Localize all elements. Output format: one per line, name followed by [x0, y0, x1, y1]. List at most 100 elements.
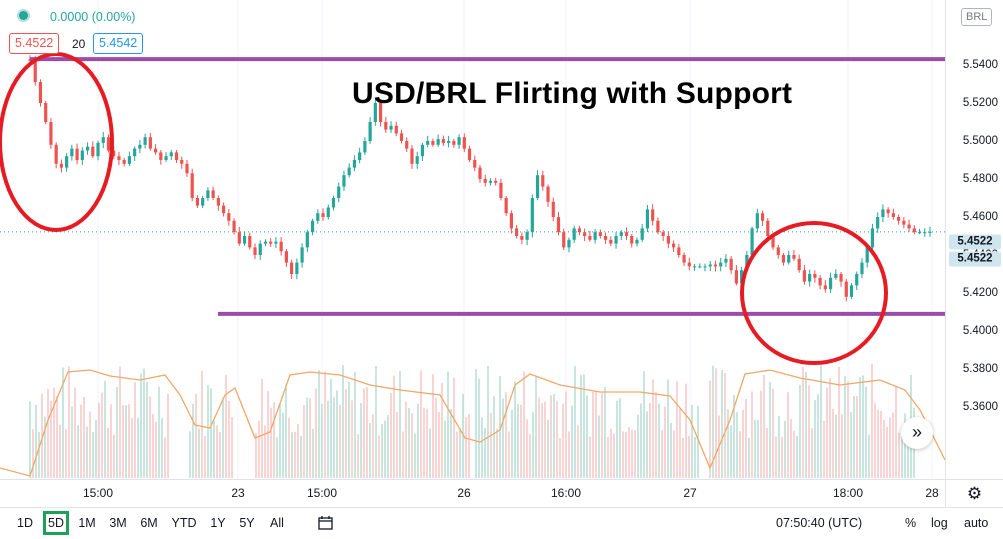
candle-body [897, 217, 901, 221]
candle-body [687, 262, 691, 267]
price-tick-label: 5.3800 [962, 363, 998, 375]
gear-icon[interactable]: ⚙ [945, 479, 1003, 507]
log-scale-toggle[interactable]: log [931, 516, 948, 530]
candle-body [724, 258, 728, 263]
time-axis[interactable]: 15:00 23 15:00 26 16:00 27 18:00 28 [0, 479, 945, 507]
candle-body [54, 144, 58, 164]
candle-body [75, 148, 79, 160]
candle-body [263, 241, 268, 244]
candle-body [808, 274, 812, 282]
chart-plot-area[interactable]: 0.0000 (0.00%) 5.4522 20 5.4542 USD/BRL … [0, 0, 945, 479]
candle-body [876, 217, 880, 229]
candle-body [112, 150, 116, 157]
candle-body [928, 231, 932, 233]
buy-price-button[interactable]: 5.4542 [93, 33, 144, 54]
candle-body [420, 144, 425, 157]
spread-value: 20 [72, 37, 86, 51]
timeframe-button-1y[interactable]: 1Y [210, 516, 226, 530]
candle-body [750, 228, 754, 255]
candle-body [907, 224, 911, 229]
price-tick-label: 5.4200 [962, 287, 998, 299]
candle-body [855, 274, 859, 286]
sell-price-button[interactable]: 5.4522 [9, 33, 60, 54]
auto-scale-toggle[interactable]: auto [964, 516, 989, 530]
candle-body [760, 213, 765, 221]
candle-body [117, 156, 121, 160]
candle-body [572, 228, 576, 240]
candle-body [708, 264, 712, 267]
time-tick-label: 28 [925, 486, 939, 500]
candle-body [703, 266, 707, 268]
time-tick-label: 18:00 [832, 486, 864, 500]
candle-body [373, 103, 377, 122]
candle-body [567, 239, 571, 248]
price-tick-label: 5.4800 [962, 173, 998, 185]
scroll-to-realtime-button[interactable]: » [901, 417, 933, 449]
candle-body [771, 236, 775, 248]
candle-body [378, 103, 383, 122]
candle-body [886, 209, 890, 214]
candle-body [347, 167, 351, 176]
candle-body [159, 152, 163, 160]
candle-body [912, 228, 916, 233]
candle-body [457, 137, 461, 145]
utc-clock[interactable]: 07:50:40 (UTC) [776, 516, 863, 530]
candle-body [504, 198, 508, 214]
candle-body [635, 239, 639, 244]
timeframe-button-6m[interactable]: 6M [140, 516, 158, 530]
candle-body [844, 281, 848, 297]
candle-body [44, 103, 48, 122]
candle-body [734, 270, 738, 284]
candle-body [399, 133, 404, 141]
candle-body [279, 241, 283, 252]
timeframe-button-5d[interactable]: 5D [43, 511, 69, 535]
candle-body [473, 160, 477, 168]
chart-svg[interactable] [0, 0, 945, 479]
candle-body [546, 186, 550, 202]
candle-body [206, 190, 210, 198]
price-axis[interactable]: 5.54005.52005.50005.48005.46005.44005.42… [945, 0, 1003, 479]
candle-body [891, 213, 895, 217]
candle-body [143, 137, 147, 145]
timeframe-button-1d[interactable]: 1D [17, 516, 33, 530]
currency-badge[interactable]: BRL [961, 8, 993, 26]
candle-body [441, 139, 445, 143]
calendar-range-icon[interactable] [318, 516, 334, 531]
candle-body [917, 232, 922, 234]
candle-body [190, 173, 194, 198]
candle-body [797, 258, 801, 271]
candle-body [860, 262, 864, 274]
candle-body [410, 148, 414, 164]
time-tick-label: 26 [457, 486, 471, 500]
candle-body [525, 232, 529, 240]
timeframe-button-ytd[interactable]: YTD [171, 516, 197, 530]
candle-body [603, 236, 608, 240]
candle-body [520, 236, 524, 240]
timeframe-button-3m[interactable]: 3M [109, 516, 127, 530]
candle-body [258, 243, 262, 255]
candle-body [802, 270, 807, 282]
candle-body [368, 122, 372, 141]
candle-body [677, 247, 681, 255]
candle-body [436, 139, 440, 145]
candle-body [237, 232, 241, 244]
percent-scale-toggle[interactable]: % [905, 516, 917, 530]
candle-body [619, 232, 623, 236]
candle-body [248, 236, 252, 248]
candle-body [91, 146, 95, 157]
candle-body [719, 262, 723, 267]
candle-body [614, 236, 618, 244]
candle-body [713, 264, 718, 267]
candle-body [865, 247, 869, 263]
timeframe-button-1m[interactable]: 1M [78, 516, 96, 530]
candle-body [870, 228, 875, 248]
candle-body [787, 255, 791, 263]
candle-body [828, 277, 833, 290]
candle-body [839, 274, 843, 282]
time-tick-label: 15:00 [82, 486, 114, 500]
candle-body [133, 148, 137, 157]
timeframe-button-5y[interactable]: 5Y [239, 516, 255, 530]
timeframe-button-all[interactable]: All [270, 516, 284, 530]
candle-body [609, 239, 613, 244]
candle-body [122, 160, 126, 164]
